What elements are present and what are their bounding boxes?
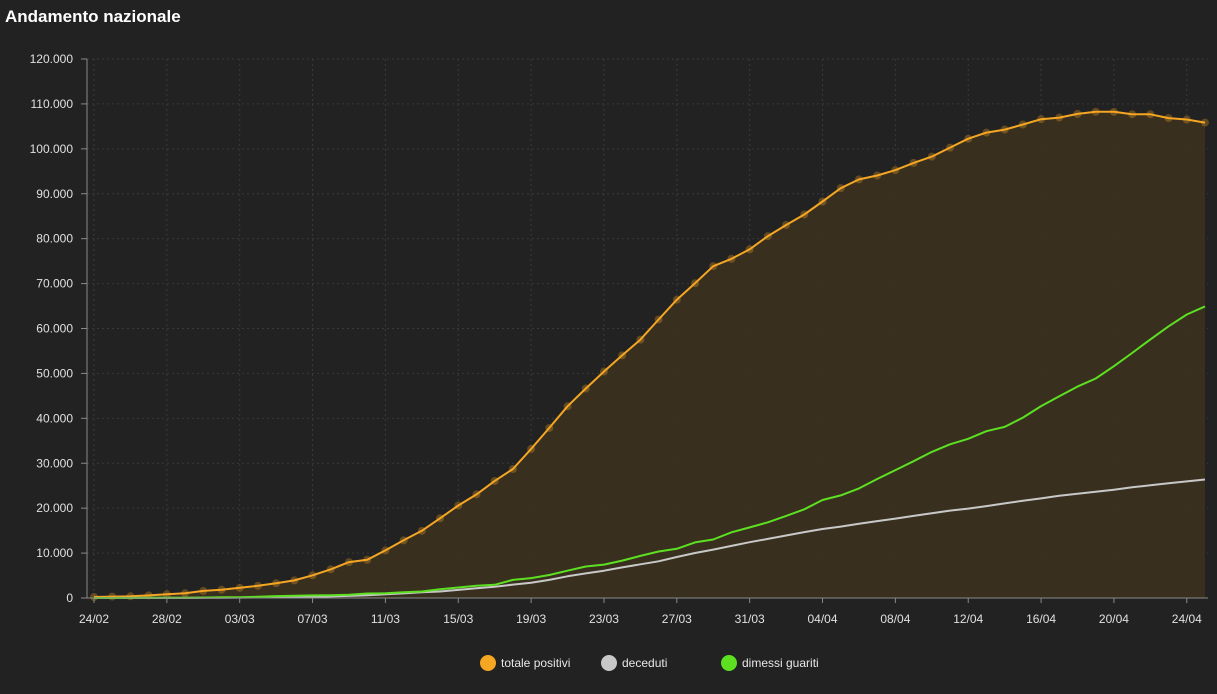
y-tick-label: 120.000 <box>30 52 74 66</box>
x-tick-label: 28/02 <box>152 612 182 626</box>
x-tick-label: 24/04 <box>1172 612 1202 626</box>
x-tick-label: 20/04 <box>1099 612 1129 626</box>
x-tick-label: 23/03 <box>589 612 619 626</box>
x-tick-label: 12/04 <box>953 612 983 626</box>
y-tick-label: 10.000 <box>36 546 73 560</box>
series-lines <box>93 110 1206 599</box>
series-area <box>94 111 1205 598</box>
chart-title: Andamento nazionale <box>5 7 181 26</box>
y-tick-label: 40.000 <box>36 411 73 425</box>
y-tick-label: 80.000 <box>36 232 73 246</box>
x-tick-label: 15/03 <box>443 612 473 626</box>
x-tick-label: 04/04 <box>808 612 838 626</box>
y-tick-label: 110.000 <box>31 97 74 111</box>
y-tick-label: 70.000 <box>36 277 73 291</box>
series-line <box>94 478 1206 599</box>
y-tick-label: 20.000 <box>36 501 73 515</box>
legend-marker <box>480 655 496 671</box>
x-tick-label: 03/03 <box>225 612 255 626</box>
legend-label: dimessi guariti <box>742 656 819 670</box>
x-tick-label: 27/03 <box>662 612 692 626</box>
legend[interactable]: totale positivi deceduti dimessi guariti <box>480 655 819 671</box>
legend-label: deceduti <box>622 656 667 670</box>
y-tick-label: 100.000 <box>30 142 74 156</box>
legend-label: totale positivi <box>501 656 570 670</box>
axes <box>81 58 1208 603</box>
x-tick-label: 11/03 <box>371 612 400 626</box>
x-tick-label: 24/02 <box>79 612 109 626</box>
y-tick-label: 90.000 <box>36 187 73 201</box>
legend-item[interactable]: deceduti <box>601 655 667 671</box>
y-axis-ticks: 0 10.000 20.000 30.000 40.000 50.000 60.000 70.… <box>30 52 74 605</box>
y-tick-label: 60.000 <box>36 322 73 336</box>
legend-item[interactable]: totale positivi <box>480 655 570 671</box>
legend-marker <box>721 655 737 671</box>
legend-item[interactable]: dimessi guariti <box>721 655 819 671</box>
legend-marker <box>601 655 617 671</box>
x-tick-label: 19/03 <box>516 612 546 626</box>
series-line <box>94 305 1206 599</box>
x-axis-ticks: 24/02 28/02 03/03 07/03 11/03 15/03 19/03 23/03… <box>79 612 1202 626</box>
y-tick-label: 30.000 <box>36 456 73 470</box>
x-tick-label: 08/04 <box>880 612 910 626</box>
y-tick-label: 0 <box>66 591 73 605</box>
area-fills <box>94 111 1205 598</box>
x-tick-label: 07/03 <box>298 612 328 626</box>
x-tick-label: 16/04 <box>1026 612 1056 626</box>
series-line <box>93 110 1206 598</box>
y-tick-label: 50.000 <box>36 366 73 380</box>
x-tick-label: 31/03 <box>735 612 765 626</box>
